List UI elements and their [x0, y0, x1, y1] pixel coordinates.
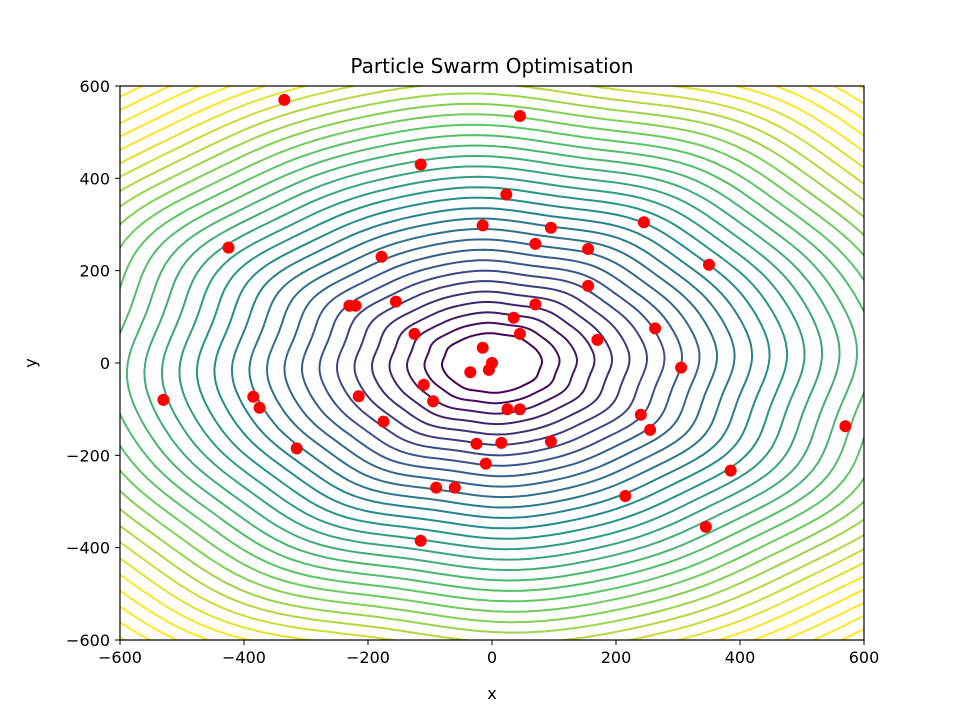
- particle-point: [544, 435, 557, 448]
- particle-point: [464, 366, 477, 379]
- contour-line: [120, 86, 864, 640]
- contour-line: [265, 227, 719, 499]
- particle-point: [414, 534, 427, 547]
- particle-point: [513, 403, 526, 416]
- particle-point: [417, 378, 430, 391]
- particle-point: [157, 393, 170, 406]
- particle-point: [619, 490, 632, 502]
- particle-point: [500, 188, 513, 201]
- particle-point: [649, 322, 662, 335]
- contour-line: [300, 248, 684, 478]
- y-tick-label: 600: [79, 77, 110, 96]
- particle-point: [637, 216, 650, 229]
- contour-line: [120, 86, 864, 640]
- contour-line: [120, 86, 864, 640]
- contour-line: [405, 311, 579, 415]
- particle-point: [582, 243, 595, 255]
- particle-point: [501, 403, 514, 416]
- particle-point: [634, 408, 647, 421]
- contour-line: [160, 165, 824, 561]
- particle-point: [470, 437, 483, 450]
- contour-line: [178, 175, 806, 551]
- particle-point: [375, 250, 388, 263]
- contour-line: [318, 259, 666, 467]
- contour-line: [388, 300, 596, 426]
- x-tick-label: 600: [849, 648, 880, 667]
- particle-point: [476, 341, 489, 354]
- particle-point: [222, 241, 235, 254]
- contour-line: [143, 154, 841, 572]
- contour-line: [195, 186, 789, 540]
- particle-point: [724, 464, 737, 477]
- y-tick-label: −200: [66, 446, 110, 465]
- chart-title: Particle Swarm Optimisation: [350, 54, 633, 78]
- particle-point: [591, 333, 604, 346]
- particle-point: [703, 258, 715, 271]
- contour-line: [120, 86, 864, 640]
- particle-point: [476, 219, 489, 232]
- particle-point: [513, 110, 526, 122]
- x-tick-label: 400: [725, 648, 756, 667]
- particle-point: [290, 442, 303, 455]
- y-tick-label: 200: [79, 262, 110, 281]
- particle-point: [430, 481, 443, 494]
- particle-point: [644, 423, 657, 436]
- y-axis-label: y: [21, 358, 40, 367]
- particle-point: [253, 401, 266, 414]
- particle-point: [582, 279, 595, 292]
- particle-point: [479, 457, 492, 470]
- particle-point: [389, 295, 402, 308]
- particle-point: [414, 158, 427, 171]
- contour-line: [120, 113, 864, 613]
- particle-point: [529, 237, 542, 250]
- contour-line: [213, 196, 771, 530]
- x-axis-ticks: −600 −400 −200 0 200 400 600: [98, 640, 879, 667]
- particle-point: [352, 390, 365, 403]
- particle-point: [513, 327, 526, 340]
- y-tick-label: −600: [66, 631, 110, 650]
- contour-line: [125, 144, 859, 582]
- contour-line: [335, 269, 649, 457]
- contour-line: [120, 102, 864, 624]
- particle-point: [675, 361, 688, 374]
- particle-point: [495, 436, 508, 449]
- particle-point: [349, 299, 362, 312]
- x-tick-label: −600: [98, 648, 142, 667]
- contour-line: [120, 92, 864, 634]
- contour-line: [120, 134, 864, 592]
- particle-point: [247, 390, 260, 403]
- particle-points: [157, 93, 852, 547]
- contour-line: [370, 290, 614, 436]
- x-axis-label: x: [487, 684, 496, 703]
- contour-line: [248, 217, 736, 509]
- contour-line: [120, 123, 864, 603]
- contour-line: [353, 280, 631, 446]
- particle-point: [529, 298, 542, 311]
- x-tick-label: 200: [601, 648, 632, 667]
- particle-point: [839, 420, 852, 433]
- particle-point: [448, 481, 461, 494]
- y-tick-label: 0: [100, 354, 110, 373]
- y-tick-label: 400: [79, 169, 110, 188]
- contour-line: [120, 86, 864, 640]
- particle-point: [278, 93, 291, 106]
- particle-point: [699, 520, 712, 533]
- particle-point: [408, 327, 421, 340]
- particle-point: [482, 363, 495, 376]
- contour-line: [423, 321, 561, 405]
- particle-point: [507, 311, 520, 324]
- x-tick-label: −200: [346, 648, 390, 667]
- x-tick-label: −400: [222, 648, 266, 667]
- particle-point: [377, 415, 390, 428]
- contour-line: [283, 238, 701, 488]
- y-axis-ticks: −600 −400 −200 0 200 400 600: [66, 77, 120, 650]
- particle-point: [544, 221, 557, 234]
- y-tick-label: −400: [66, 539, 110, 558]
- x-tick-label: 0: [487, 648, 497, 667]
- particle-point: [427, 395, 440, 408]
